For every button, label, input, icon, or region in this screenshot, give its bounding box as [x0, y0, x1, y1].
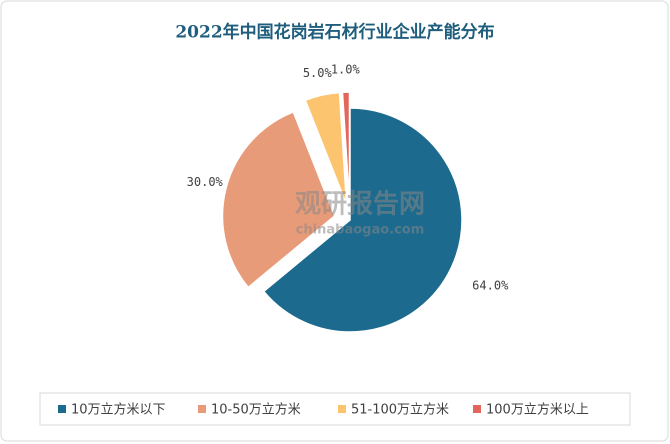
legend-marker — [338, 405, 346, 413]
pie-slice — [341, 91, 351, 205]
legend-marker — [473, 405, 481, 413]
data-label: 30.0% — [187, 175, 224, 189]
legend-box — [39, 392, 631, 426]
legend-marker — [58, 405, 66, 413]
pie-slice — [262, 107, 463, 333]
pie-slice — [221, 110, 336, 289]
legend-label: 10万立方米以下 — [71, 402, 166, 418]
legend-label: 51-100万立方米 — [351, 402, 449, 418]
watermark: 观研报告网 — [295, 189, 425, 220]
legend-label: 10-50万立方米 — [211, 402, 301, 418]
data-label: 64.0% — [472, 278, 509, 292]
data-label: 1.0% — [331, 63, 361, 77]
pie-slice — [304, 91, 348, 205]
legend-marker — [198, 405, 206, 413]
watermark-url: chinabaogao.com — [296, 223, 425, 238]
legend-label: 100万立方米以上 — [486, 402, 589, 418]
data-label: 5.0% — [303, 66, 333, 80]
chart-title: 2022年中国花岗岩石材行业企业产能分布 — [175, 22, 494, 43]
